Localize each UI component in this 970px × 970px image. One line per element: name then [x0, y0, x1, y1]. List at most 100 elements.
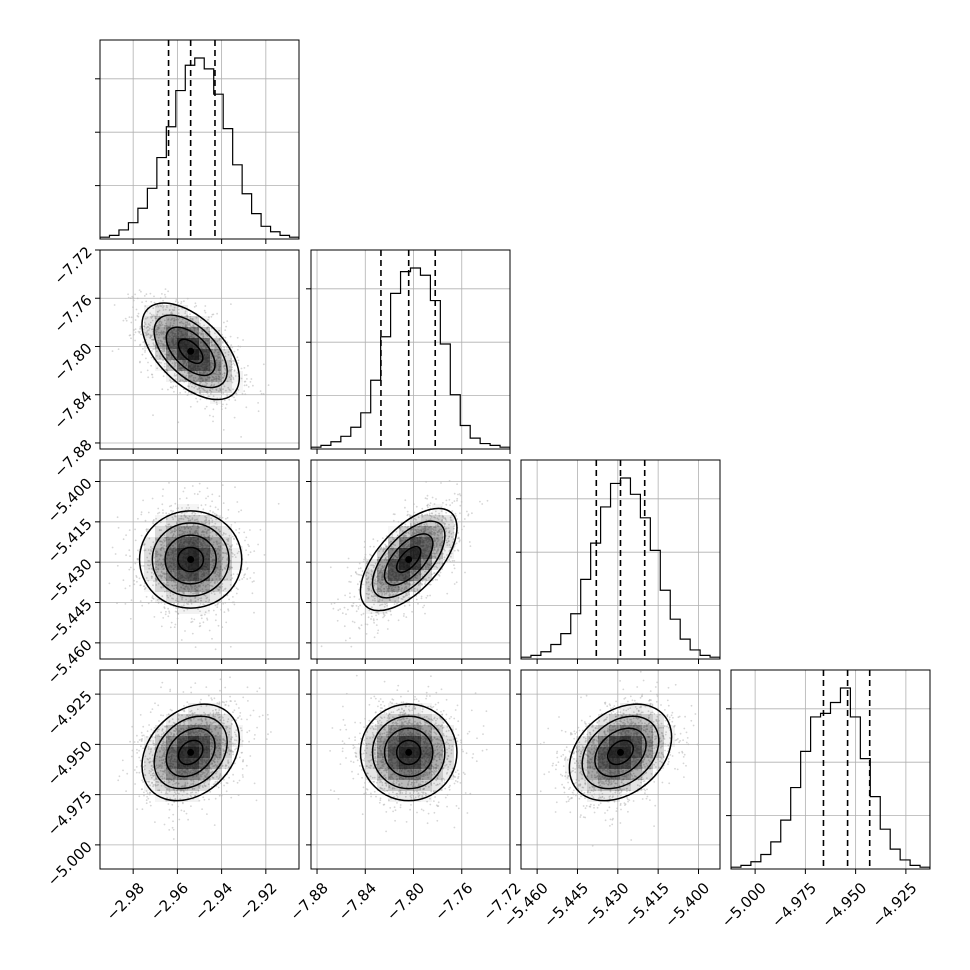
sample-point	[415, 598, 418, 601]
sample-point	[178, 368, 181, 370]
sample-point	[164, 308, 167, 311]
sample-point	[439, 571, 442, 574]
sample-point	[183, 371, 186, 373]
sample-point	[218, 369, 221, 372]
density-bin	[155, 526, 166, 537]
sample-point	[150, 364, 153, 367]
sample-point	[191, 518, 194, 521]
sample-point	[227, 543, 229, 546]
sample-point	[173, 361, 176, 364]
sample-point	[167, 596, 170, 599]
sample-point	[373, 565, 376, 567]
sample-point	[195, 591, 198, 594]
sample-point	[213, 384, 215, 387]
sample-point	[156, 304, 159, 307]
sample-point	[428, 526, 430, 529]
density-layer	[111, 288, 270, 438]
sample-point	[194, 512, 197, 515]
sample-point	[208, 395, 211, 398]
sample-point	[187, 393, 190, 396]
sample-point	[216, 403, 218, 406]
sample-point	[170, 570, 172, 573]
sample-point	[155, 561, 157, 563]
sample-point	[366, 560, 369, 563]
sample-point	[130, 321, 133, 324]
sample-point	[236, 573, 239, 576]
sample-point	[251, 592, 254, 595]
sample-point	[384, 603, 387, 606]
density-bin	[177, 526, 188, 537]
sample-point	[143, 325, 145, 327]
sample-point	[408, 530, 411, 532]
sample-point	[145, 528, 148, 531]
sample-point	[214, 580, 217, 583]
sample-point	[212, 555, 214, 557]
sample-point	[163, 319, 166, 322]
sample-point	[217, 553, 219, 556]
sample-point	[186, 370, 189, 373]
sample-point	[382, 546, 385, 549]
sample-point	[157, 337, 160, 339]
sample-point	[212, 313, 215, 316]
sample-point	[212, 590, 215, 593]
sample-point	[456, 499, 458, 502]
sample-point	[220, 405, 223, 408]
sample-point	[219, 568, 222, 571]
sample-point	[194, 530, 197, 532]
sample-point	[168, 505, 171, 508]
sample-point	[186, 372, 189, 374]
sample-point	[170, 386, 172, 389]
sample-point	[227, 351, 230, 353]
sample-point	[177, 308, 180, 311]
sample-point	[153, 562, 156, 565]
sample-point	[232, 573, 235, 575]
sample-point	[181, 325, 184, 328]
sample-point	[231, 346, 234, 349]
sample-point	[218, 329, 220, 332]
sample-point	[218, 390, 220, 392]
sample-point	[442, 515, 445, 518]
sample-point	[244, 539, 246, 542]
sample-point	[172, 380, 175, 383]
sample-point	[428, 576, 430, 579]
sample-point	[220, 608, 223, 611]
sample-point	[210, 344, 213, 347]
sample-point	[147, 361, 149, 364]
sample-point	[453, 559, 456, 562]
sample-point	[199, 610, 201, 613]
sample-point	[381, 603, 384, 606]
density-bin	[177, 338, 188, 349]
sample-point	[424, 581, 427, 583]
sample-point	[375, 624, 378, 626]
sample-point	[209, 510, 212, 512]
sample-point	[234, 375, 237, 377]
sample-point	[175, 316, 178, 319]
sample-point	[234, 399, 237, 402]
sample-point	[433, 516, 435, 518]
sample-point	[210, 354, 213, 357]
sample-point	[177, 312, 180, 315]
sample-point	[413, 522, 416, 525]
sample-point	[176, 601, 179, 604]
sample-point	[366, 623, 369, 626]
sample-point	[408, 604, 411, 607]
density-bin	[155, 548, 166, 559]
density-bin	[177, 327, 188, 338]
density-bin	[188, 548, 199, 559]
sample-point	[223, 321, 225, 324]
sample-point	[193, 493, 196, 495]
sample-point	[240, 546, 243, 548]
sample-point	[186, 587, 189, 590]
sample-point	[215, 364, 218, 367]
sample-point	[204, 611, 207, 614]
sample-point	[184, 630, 186, 632]
sample-point	[149, 563, 152, 566]
sample-point	[357, 573, 360, 576]
sample-point	[211, 381, 213, 384]
sample-point	[162, 539, 165, 541]
sample-point	[184, 323, 187, 326]
sample-point	[433, 537, 436, 539]
sample-point	[157, 574, 160, 577]
density-bin	[188, 316, 199, 327]
sample-point	[148, 537, 151, 540]
